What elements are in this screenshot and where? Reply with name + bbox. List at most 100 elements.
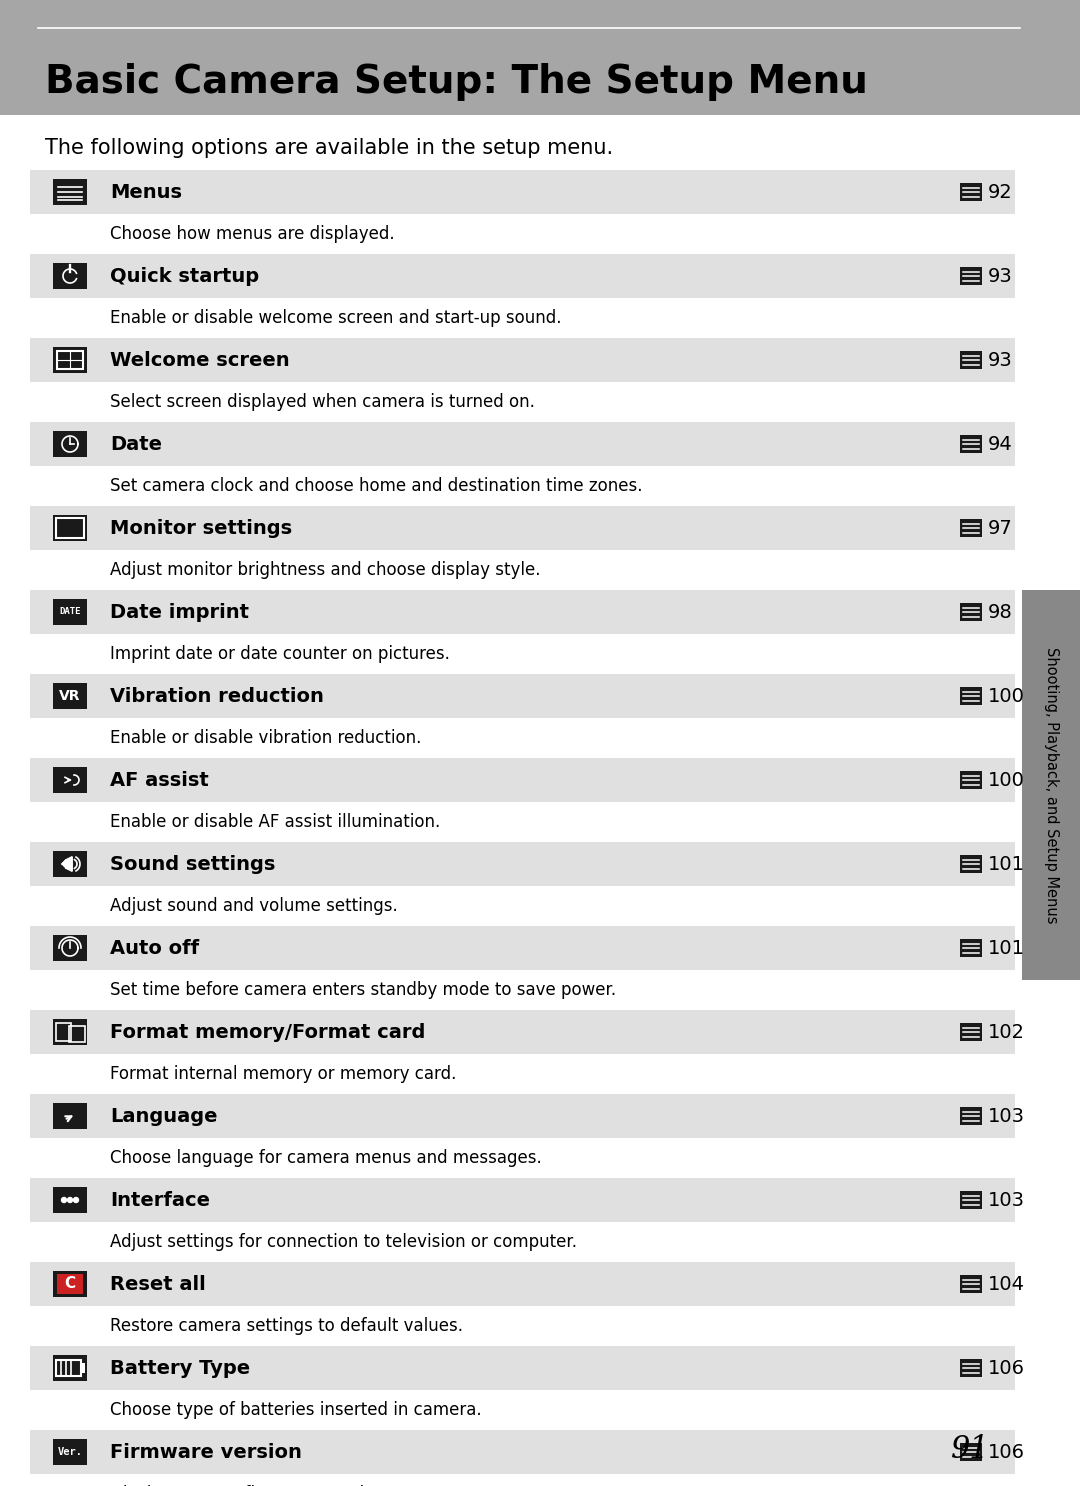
Bar bbox=[81, 1363, 85, 1373]
Bar bbox=[53, 431, 87, 458]
Bar bbox=[30, 1474, 1015, 1486]
Bar bbox=[56, 1360, 81, 1376]
Text: 103: 103 bbox=[988, 1107, 1025, 1125]
Text: Choose type of batteries inserted in camera.: Choose type of batteries inserted in cam… bbox=[110, 1401, 482, 1419]
Bar bbox=[30, 718, 1015, 758]
Bar bbox=[30, 422, 1015, 467]
Bar bbox=[53, 178, 87, 205]
Text: 101: 101 bbox=[988, 854, 1025, 874]
Bar bbox=[56, 1022, 71, 1042]
Text: Ver.: Ver. bbox=[57, 1447, 82, 1456]
Bar bbox=[30, 1346, 1015, 1389]
Text: Format memory/Format card: Format memory/Format card bbox=[110, 1022, 426, 1042]
Text: 101: 101 bbox=[988, 939, 1025, 957]
Bar bbox=[57, 1274, 83, 1294]
Text: Imprint date or date counter on pictures.: Imprint date or date counter on pictures… bbox=[110, 645, 450, 663]
Circle shape bbox=[67, 1198, 72, 1202]
Text: Quick startup: Quick startup bbox=[110, 266, 259, 285]
Bar bbox=[960, 771, 982, 789]
Bar bbox=[30, 550, 1015, 590]
Bar bbox=[53, 935, 87, 961]
Text: Auto off: Auto off bbox=[110, 939, 199, 957]
Bar bbox=[960, 1190, 982, 1210]
Text: Enable or disable AF assist illumination.: Enable or disable AF assist illumination… bbox=[110, 813, 441, 831]
Bar bbox=[30, 758, 1015, 802]
Bar bbox=[30, 1138, 1015, 1178]
Text: Vibration reduction: Vibration reduction bbox=[110, 687, 324, 706]
Text: Date imprint: Date imprint bbox=[110, 602, 249, 621]
Bar bbox=[53, 1438, 87, 1465]
Text: Restore camera settings to default values.: Restore camera settings to default value… bbox=[110, 1317, 463, 1334]
Circle shape bbox=[73, 1198, 79, 1202]
Text: AF assist: AF assist bbox=[110, 771, 208, 789]
Text: 104: 104 bbox=[988, 1275, 1025, 1293]
Text: Monitor settings: Monitor settings bbox=[110, 519, 292, 538]
Bar bbox=[30, 1054, 1015, 1094]
Bar bbox=[30, 1389, 1015, 1430]
Bar bbox=[30, 843, 1015, 886]
Bar bbox=[960, 854, 982, 872]
Bar bbox=[30, 467, 1015, 507]
Text: Date: Date bbox=[110, 434, 162, 453]
Bar bbox=[960, 687, 982, 704]
Bar bbox=[960, 183, 982, 201]
Bar bbox=[30, 1221, 1015, 1262]
Bar bbox=[30, 1178, 1015, 1221]
Text: DATE: DATE bbox=[59, 608, 81, 617]
Text: 100: 100 bbox=[988, 771, 1025, 789]
Bar bbox=[53, 1019, 87, 1045]
Text: The following options are available in the setup menu.: The following options are available in t… bbox=[45, 138, 613, 158]
Bar bbox=[53, 263, 87, 288]
Circle shape bbox=[62, 1198, 67, 1202]
Text: 91: 91 bbox=[951, 1434, 990, 1465]
Bar bbox=[30, 254, 1015, 299]
Bar bbox=[30, 1094, 1015, 1138]
Bar bbox=[30, 1010, 1015, 1054]
Bar bbox=[960, 1107, 982, 1125]
Text: Set time before camera enters standby mode to save power.: Set time before camera enters standby mo… bbox=[110, 981, 616, 999]
Bar bbox=[30, 1430, 1015, 1474]
Bar bbox=[960, 939, 982, 957]
Bar bbox=[30, 886, 1015, 926]
Bar bbox=[30, 635, 1015, 675]
Bar bbox=[30, 299, 1015, 337]
Bar bbox=[30, 926, 1015, 970]
Bar bbox=[53, 1355, 87, 1380]
Bar bbox=[30, 590, 1015, 635]
Bar bbox=[1022, 590, 1080, 979]
Text: Shooting, Playback, and Setup Menus: Shooting, Playback, and Setup Menus bbox=[1043, 646, 1058, 923]
Bar bbox=[0, 0, 1080, 114]
Text: 92: 92 bbox=[988, 183, 1013, 202]
Text: Language: Language bbox=[110, 1107, 217, 1125]
Text: Enable or disable welcome screen and start-up sound.: Enable or disable welcome screen and sta… bbox=[110, 309, 562, 327]
Text: Interface: Interface bbox=[110, 1190, 210, 1210]
Text: 106: 106 bbox=[988, 1358, 1025, 1378]
Bar bbox=[960, 519, 982, 536]
Bar bbox=[30, 1262, 1015, 1306]
Bar bbox=[960, 1360, 982, 1378]
Bar bbox=[30, 675, 1015, 718]
Text: Adjust sound and volume settings.: Adjust sound and volume settings. bbox=[110, 898, 397, 915]
Bar bbox=[30, 970, 1015, 1010]
Bar bbox=[960, 435, 982, 453]
Bar bbox=[53, 1103, 87, 1129]
Bar bbox=[30, 169, 1015, 214]
Bar bbox=[53, 348, 87, 373]
Bar bbox=[960, 603, 982, 621]
Bar bbox=[960, 1022, 982, 1042]
Text: Welcome screen: Welcome screen bbox=[110, 351, 289, 370]
Bar bbox=[30, 214, 1015, 254]
Bar bbox=[53, 767, 87, 794]
Text: 103: 103 bbox=[988, 1190, 1025, 1210]
Text: C: C bbox=[65, 1276, 76, 1291]
Text: Sound settings: Sound settings bbox=[110, 854, 275, 874]
Text: 100: 100 bbox=[988, 687, 1025, 706]
Bar bbox=[960, 267, 982, 285]
Text: Adjust settings for connection to television or computer.: Adjust settings for connection to televi… bbox=[110, 1233, 577, 1251]
Bar bbox=[53, 1271, 87, 1297]
Text: Adjust monitor brightness and choose display style.: Adjust monitor brightness and choose dis… bbox=[110, 562, 540, 580]
Text: Choose language for camera menus and messages.: Choose language for camera menus and mes… bbox=[110, 1149, 542, 1167]
Bar bbox=[53, 1187, 87, 1213]
Text: Choose how menus are displayed.: Choose how menus are displayed. bbox=[110, 224, 394, 244]
Bar bbox=[30, 382, 1015, 422]
